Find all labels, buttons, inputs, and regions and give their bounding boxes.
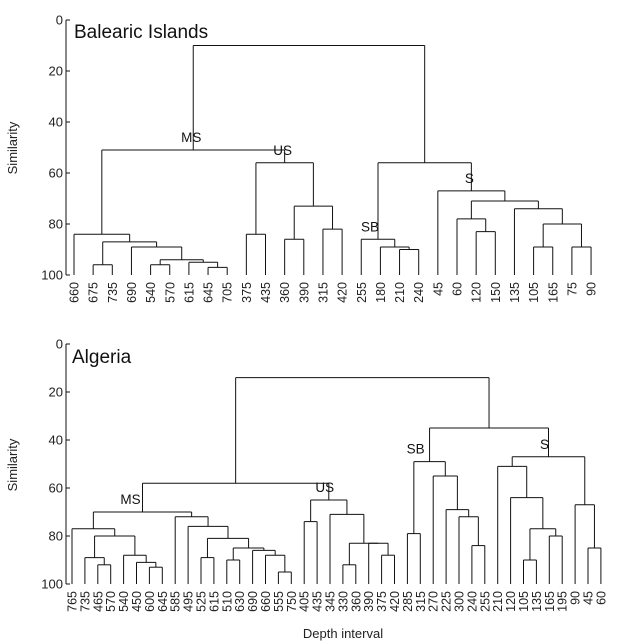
panel-title: Balearic Islands [74, 22, 208, 43]
y-tick-label: 20 [49, 64, 63, 79]
y-tick-label: 100 [41, 268, 63, 283]
leaf-label: 540 [144, 282, 158, 303]
leaf-label: 270 [427, 591, 441, 612]
leaf-label: 690 [125, 282, 139, 303]
leaf-label: 150 [489, 282, 503, 303]
cluster-label: US [273, 143, 292, 158]
y-tick-label: 40 [49, 115, 63, 130]
leaf-label: 390 [362, 591, 376, 612]
leaf-label: 255 [478, 591, 492, 612]
leaf-label: 195 [556, 591, 570, 612]
cluster-label: S [540, 437, 549, 452]
cluster-label: S [465, 171, 474, 186]
leaf-label: 675 [87, 282, 101, 303]
leaf-label: 360 [349, 591, 363, 612]
leaf-label: 615 [207, 591, 221, 612]
cluster-label: SB [361, 219, 379, 234]
leaf-label: 735 [78, 591, 92, 612]
leaf-label: 225 [440, 591, 454, 612]
leaf-label: 570 [163, 282, 177, 303]
y-axis-label: Similarity [5, 438, 20, 491]
leaf-label: 705 [221, 282, 235, 303]
leaf-label: 210 [393, 282, 407, 303]
y-tick-label: 100 [41, 577, 63, 592]
leaf-label: 60 [594, 591, 608, 605]
panel-title: Algeria [72, 347, 132, 368]
leaf-label: 630 [233, 591, 247, 612]
leaf-label: 585 [169, 591, 183, 612]
leaf-label: 360 [278, 282, 292, 303]
y-tick-label: 60 [49, 166, 63, 181]
leaf-label: 45 [582, 591, 596, 605]
cluster-label: US [315, 480, 334, 495]
leaf-label: 120 [470, 282, 484, 303]
leaf-label: 135 [508, 282, 522, 303]
leaf-label: 120 [504, 591, 518, 612]
leaf-label: 255 [355, 282, 369, 303]
leaf-label: 105 [517, 591, 531, 612]
leaf-label: 210 [491, 591, 505, 612]
y-tick-label: 80 [49, 529, 63, 544]
leaf-label: 510 [220, 591, 234, 612]
leaf-label: 285 [401, 591, 415, 612]
leaf-label: 60 [451, 282, 465, 296]
leaf-label: 750 [285, 591, 299, 612]
leaf-label: 45 [431, 282, 445, 296]
leaf-label: 180 [374, 282, 388, 303]
y-tick-label: 20 [49, 385, 63, 400]
leaf-label: 555 [272, 591, 286, 612]
leaf-label: 75 [565, 282, 579, 296]
leaf-label: 165 [546, 282, 560, 303]
leaf-label: 645 [156, 591, 170, 612]
leaf-label: 330 [336, 591, 350, 612]
y-tick-label: 0 [56, 13, 63, 28]
leaf-label: 300 [453, 591, 467, 612]
y-axis-label: Similarity [5, 121, 20, 174]
leaf-label: 600 [143, 591, 157, 612]
leaf-label: 495 [182, 591, 196, 612]
y-tick-label: 40 [49, 433, 63, 448]
leaf-label: 540 [117, 591, 131, 612]
leaf-label: 690 [246, 591, 260, 612]
leaf-label: 375 [375, 591, 389, 612]
leaf-label: 390 [297, 282, 311, 303]
leaf-label: 165 [543, 591, 557, 612]
y-tick-label: 60 [49, 481, 63, 496]
x-axis-label: Depth interval [303, 626, 383, 641]
leaf-label: 615 [182, 282, 196, 303]
leaf-label: 645 [202, 282, 216, 303]
leaf-label: 660 [259, 591, 273, 612]
leaf-label: 420 [336, 282, 350, 303]
leaf-label: 660 [68, 282, 82, 303]
leaf-label: 240 [412, 282, 426, 303]
leaf-label: 240 [465, 591, 479, 612]
y-tick-label: 80 [49, 217, 63, 232]
leaf-label: 375 [240, 282, 254, 303]
leaf-label: 90 [569, 591, 583, 605]
leaf-label: 435 [311, 591, 325, 612]
leaf-label: 465 [91, 591, 105, 612]
cluster-label: SB [407, 442, 425, 457]
y-tick-label: 0 [56, 337, 63, 352]
leaf-label: 435 [259, 282, 273, 303]
leaf-label: 315 [414, 591, 428, 612]
leaf-label: 420 [388, 591, 402, 612]
cluster-label: MS [120, 492, 140, 507]
leaf-label: 735 [106, 282, 120, 303]
leaf-label: 570 [104, 591, 118, 612]
leaf-label: 135 [530, 591, 544, 612]
leaf-label: 525 [195, 591, 209, 612]
cluster-label: MS [181, 130, 201, 145]
leaf-label: 450 [130, 591, 144, 612]
leaf-label: 315 [316, 282, 330, 303]
leaf-label: 345 [324, 591, 338, 612]
leaf-label: 405 [298, 591, 312, 612]
leaf-label: 765 [66, 591, 80, 612]
leaf-label: 90 [585, 282, 599, 296]
leaf-label: 105 [527, 282, 541, 303]
